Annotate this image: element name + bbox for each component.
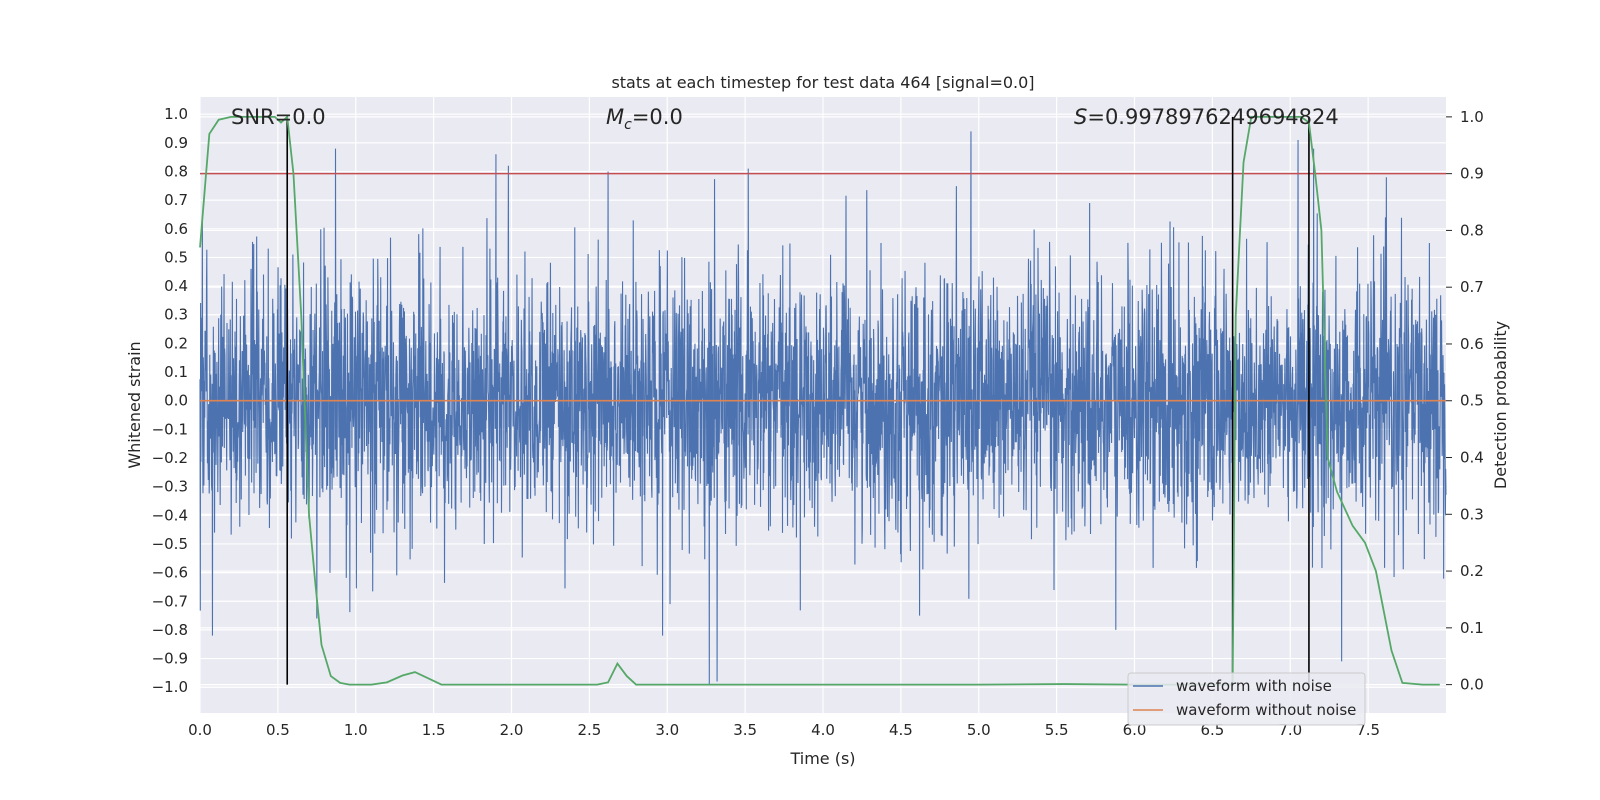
y-right-tick-label: 0.8 [1460, 221, 1484, 239]
y-left-tick-label: 1.0 [164, 105, 188, 123]
y-left-tick-label: −0.4 [152, 506, 188, 524]
chirp-mass-annotation: Mc=0.0 [606, 105, 683, 133]
right-y-axis-ticks: 1.0 0.9 0.8 0.7 0.6 0.5 0.4 0.3 0.2 0.1 0.0 [1446, 108, 1484, 694]
y-right-tick-label: 0.9 [1460, 165, 1484, 183]
y-left-tick-label: −0.8 [152, 621, 188, 639]
chirp-mass-symbol: M [606, 105, 624, 129]
x-tick-label: 0.5 [266, 721, 290, 739]
y-left-tick-label: −0.9 [152, 650, 188, 668]
y-right-tick-label: 0.7 [1460, 278, 1484, 296]
y-left-tick-label: −0.3 [152, 478, 188, 496]
chirp-mass-subscript: c [624, 117, 632, 133]
x-tick-label: 1.5 [422, 721, 446, 739]
legend-box [1127, 672, 1366, 726]
y-left-tick-label: −0.7 [152, 592, 188, 610]
y-right-tick-label: 0.2 [1460, 562, 1484, 580]
score-value: =0.9978976249694824 [1087, 105, 1338, 129]
y-left-tick-label: −0.5 [152, 535, 188, 553]
y-left-tick-label: 0.6 [164, 220, 188, 238]
legend-label-noise: waveform with noise [1176, 677, 1332, 695]
left-y-axis-ticks: 1.0 0.9 0.8 0.7 0.6 0.5 0.4 0.3 0.2 0.1 0.0 −0.1 −0.… [152, 105, 188, 696]
x-tick-label: 7.5 [1356, 721, 1380, 739]
legend-label-clean: waveform without noise [1176, 701, 1356, 719]
x-tick-label: 4.5 [889, 721, 913, 739]
x-tick-label: 5.0 [967, 721, 991, 739]
y-left-tick-label: 0.0 [164, 392, 188, 410]
y-left-tick-label: −1.0 [152, 678, 188, 696]
right-y-axis-label: Detection probability [1491, 321, 1510, 489]
y-left-tick-label: 0.4 [164, 277, 188, 295]
x-tick-label: 2.0 [500, 721, 524, 739]
legend: waveform with noise waveform without noi… [1127, 672, 1366, 726]
y-left-tick-label: 0.7 [164, 191, 188, 209]
waveform-with-noise-series [199, 131, 1447, 685]
left-y-axis-label: Whitened strain [125, 341, 144, 468]
y-right-tick-label: 0.5 [1460, 392, 1484, 410]
x-tick-label: 4.0 [811, 721, 835, 739]
y-left-tick-label: 0.3 [164, 306, 188, 324]
x-axis-ticks: 0.0 0.5 1.0 1.5 2.0 2.5 3.0 3.5 4.0 4.5 5.0 5.5 6.0 6… [188, 721, 1380, 739]
noise-waveform-line [199, 131, 1447, 685]
y-left-tick-label: 0.5 [164, 248, 188, 266]
y-left-tick-label: −0.6 [152, 564, 188, 582]
y-left-tick-label: −0.1 [152, 420, 188, 438]
x-tick-label: 2.5 [577, 721, 601, 739]
y-right-tick-label: 0.1 [1460, 619, 1484, 637]
x-tick-label: 3.5 [733, 721, 757, 739]
probability-line [199, 115, 1440, 686]
y-right-tick-label: 0.6 [1460, 335, 1484, 353]
y-right-tick-label: 0.4 [1460, 449, 1484, 467]
x-tick-label: 3.0 [655, 721, 679, 739]
y-left-tick-label: 0.1 [164, 363, 188, 381]
y-right-tick-label: 0.3 [1460, 505, 1484, 523]
y-left-tick-label: −0.2 [152, 449, 188, 467]
x-axis-label: Time (s) [789, 749, 855, 768]
x-tick-label: 5.5 [1045, 721, 1069, 739]
chart-title: stats at each timestep for test data 464… [611, 73, 1034, 92]
y-left-tick-label: 0.8 [164, 162, 188, 180]
x-tick-label: 1.0 [344, 721, 368, 739]
x-tick-label: 0.0 [188, 721, 212, 739]
snr-annotation: SNR=0.0 [231, 105, 326, 129]
y-right-tick-label: 0.0 [1460, 676, 1484, 694]
y-left-tick-label: 0.2 [164, 334, 188, 352]
detection-probability-series [199, 115, 1440, 686]
chirp-mass-value: =0.0 [632, 105, 683, 129]
score-symbol: S [1074, 105, 1087, 129]
score-annotation: S=0.9978976249694824 [1074, 105, 1339, 129]
y-right-tick-label: 1.0 [1460, 108, 1484, 126]
y-left-tick-label: 0.9 [164, 134, 188, 152]
